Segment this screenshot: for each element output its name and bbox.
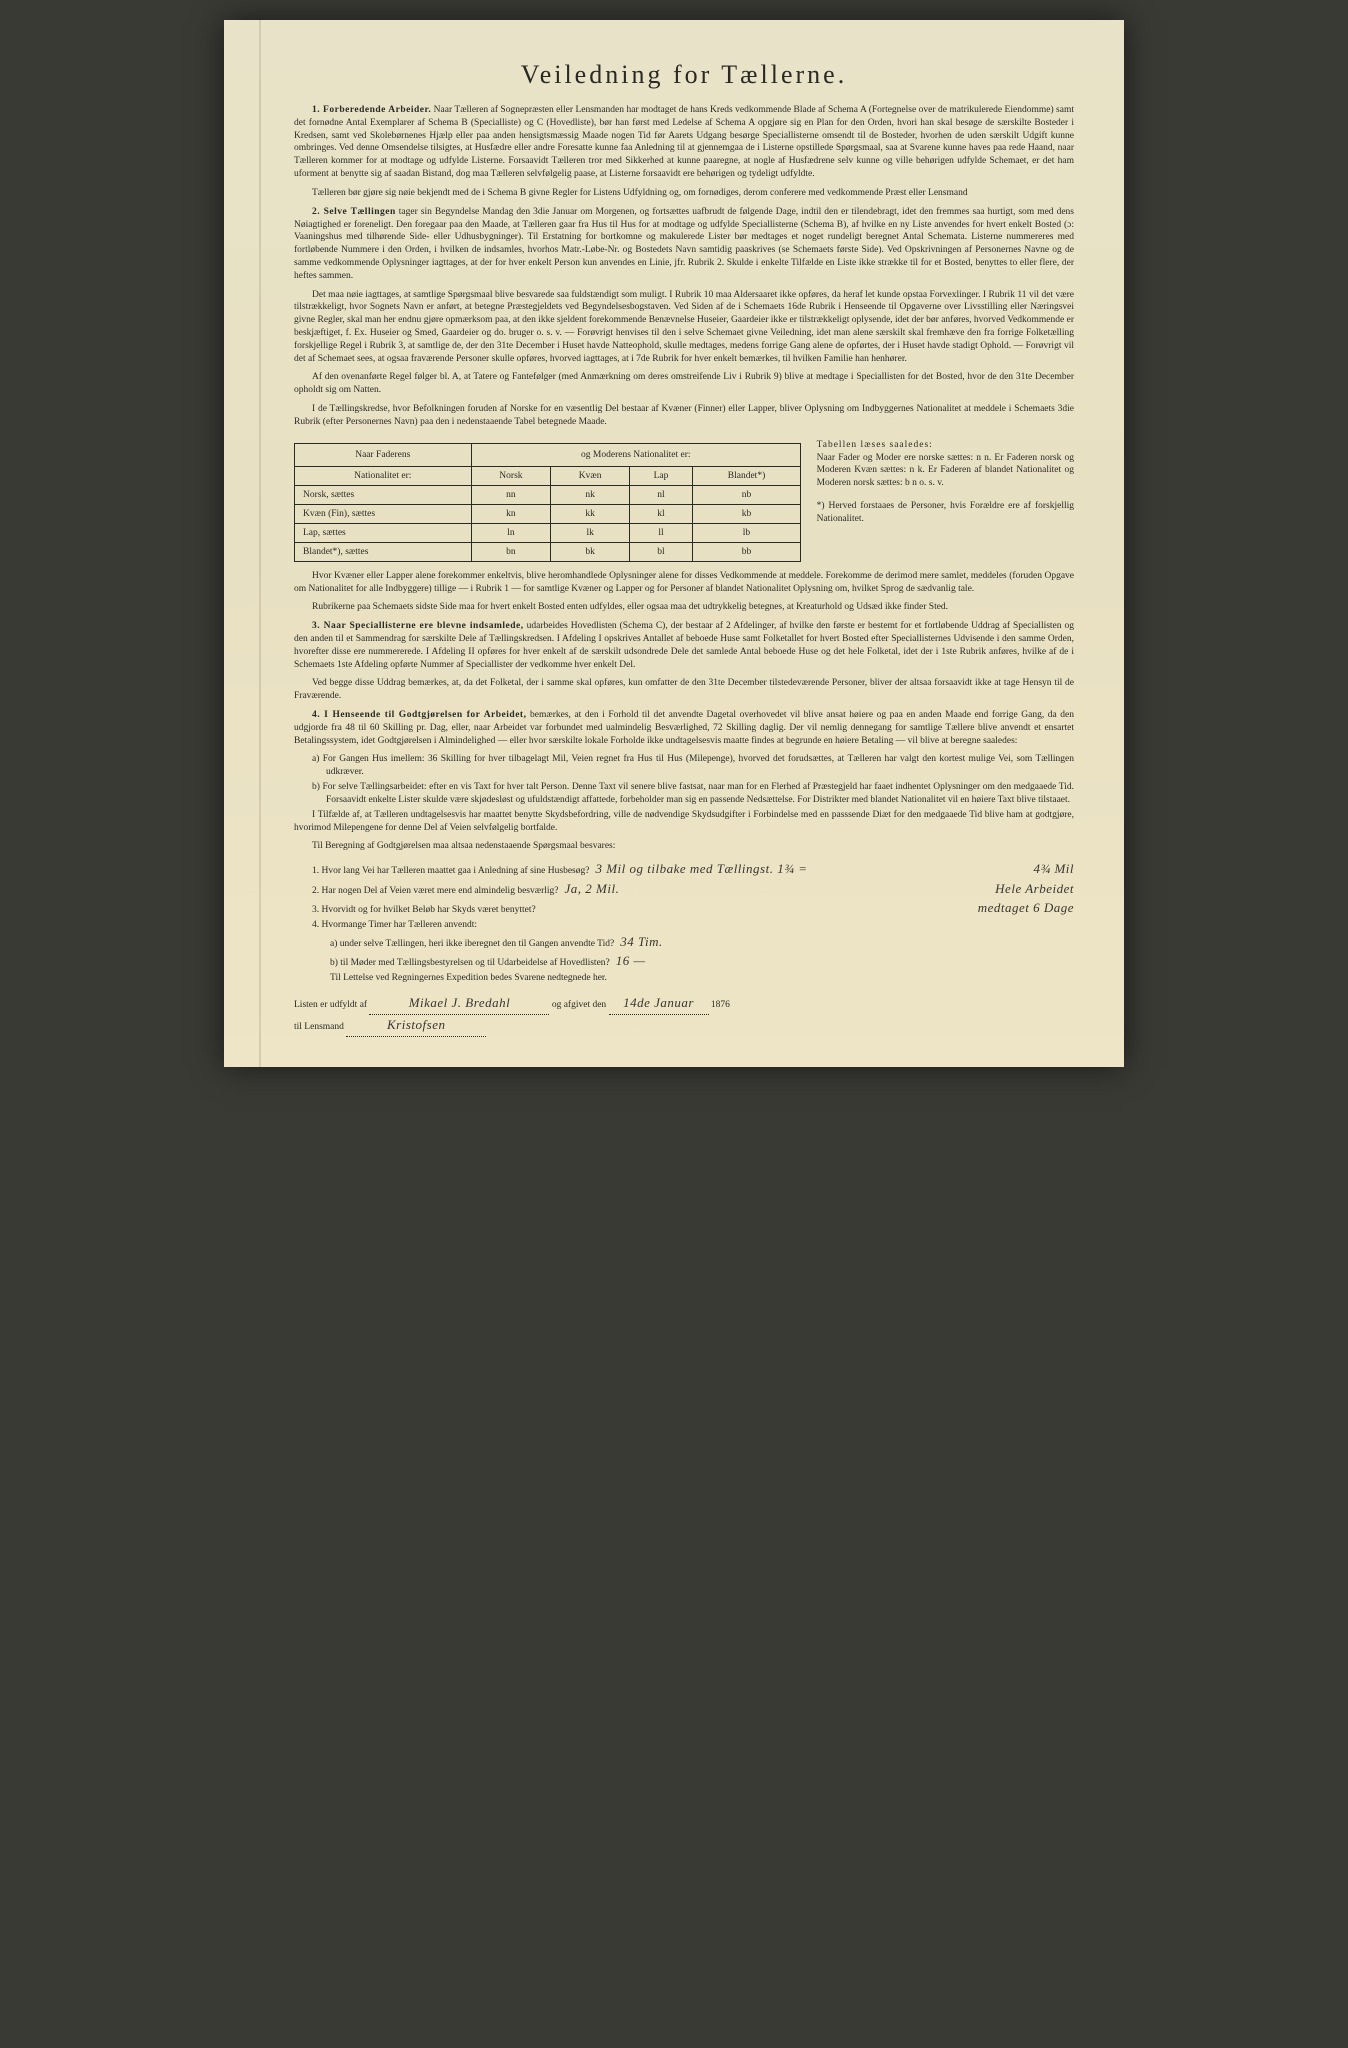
- th-moderens: og Moderens Nationalitet er:: [471, 443, 800, 466]
- cell: bb: [693, 542, 801, 561]
- question-2: 2. Har nogen Del af Veien været mere end…: [312, 879, 1074, 899]
- q3-right: medtaget 6 Dage: [978, 898, 1074, 918]
- section-1-lead: 1. Forberedende Arbeider.: [312, 105, 431, 115]
- after-table-a: Hvor Kvæner eller Lapper alene forekomme…: [294, 570, 1074, 596]
- q4b-text: b) til Møder med Tællingsbestyrelsen og …: [330, 956, 610, 970]
- table-row: Kvæn (Fin), sættes kn kk kl kb: [295, 504, 801, 523]
- cell: lk: [551, 523, 630, 542]
- row-label: Norsk, sættes: [295, 485, 472, 504]
- section-4: 4. I Henseende til Godtgjørelsen for Arb…: [294, 709, 1074, 747]
- q1-answer: 3 Mil og tilbake med Tællingst. 1¾ =: [595, 859, 807, 879]
- row-label: Lap, sættes: [295, 523, 472, 542]
- section-3-lead: 3. Naar Speciallisterne ere blevne indsa…: [312, 621, 524, 631]
- page-title: Veiledning for Tællerne.: [294, 60, 1074, 90]
- table-legend: Tabellen læses saaledes: Naar Fader og M…: [817, 435, 1074, 526]
- cell: kl: [630, 504, 693, 523]
- cell: ln: [471, 523, 551, 542]
- row-label: Blandet*), sættes: [295, 542, 472, 561]
- th-faderens: Naar Faderens: [295, 443, 472, 466]
- th-col-3: Blandet*): [693, 466, 801, 485]
- question-3: 3. Hvorvidt og for hvilket Beløb har Sky…: [312, 898, 1074, 918]
- sub-b: b) For selve Tællingsarbeidet: efter en …: [312, 781, 1074, 807]
- section-1b: Tælleren bør gjøre sig nøie bekjendt med…: [294, 187, 1074, 200]
- section-3: 3. Naar Speciallisterne ere blevne indsa…: [294, 620, 1074, 671]
- cell: nn: [471, 485, 551, 504]
- sig-date: 14de Januar: [609, 993, 709, 1015]
- section-3c: Ved begge disse Uddrag bemærkes, at, da …: [294, 677, 1074, 703]
- sub-a: a) For Gangen Hus imellem: 36 Skilling f…: [312, 753, 1074, 779]
- cell: kn: [471, 504, 551, 523]
- cell: ll: [630, 523, 693, 542]
- q2-answer: Ja, 2 Mil.: [565, 879, 620, 899]
- after-table-b: Rubrikerne paa Schemaets sidste Side maa…: [294, 601, 1074, 614]
- table-header-row-1: Naar Faderens og Moderens Nationalitet e…: [295, 443, 801, 466]
- sig-1a: Listen er udfyldt af: [294, 1000, 367, 1010]
- sig-2a: til Lensmand: [294, 1022, 344, 1032]
- q4b-answer: 16 —: [616, 951, 646, 971]
- nationality-table: Naar Faderens og Moderens Nationalitet e…: [294, 443, 801, 562]
- row-label: Kvæn (Fin), sættes: [295, 504, 472, 523]
- section-2: 2. Selve Tællingen tager sin Begyndelse …: [294, 206, 1074, 283]
- q4a-text: a) under selve Tællingen, heri ikke iber…: [330, 937, 614, 951]
- q2-right: Hele Arbeidet: [995, 879, 1074, 899]
- q1-right: 4¾ Mil: [1033, 859, 1074, 879]
- section-2-lead: 2. Selve Tællingen: [312, 207, 396, 217]
- questions-block: 1. Hvor lang Vei har Tælleren maattet ga…: [312, 859, 1074, 985]
- th-nationalitet: Nationalitet er:: [295, 466, 472, 485]
- section-4-lead: 4. I Henseende til Godtgjørelsen for Arb…: [312, 710, 526, 720]
- sig-name: Mikael J. Bredahl: [369, 993, 549, 1015]
- section-2b: Det maa nøie iagttages, at samtlige Spør…: [294, 289, 1074, 366]
- sig-year: 1876: [711, 1000, 730, 1010]
- sig-lensmand: Kristofsen: [346, 1015, 486, 1037]
- q2-text: 2. Har nogen Del af Veien været mere end…: [312, 884, 559, 898]
- cell: nb: [693, 485, 801, 504]
- cell: lb: [693, 523, 801, 542]
- section-4c: Til Beregning af Godtgjørelsen maa altsa…: [294, 840, 1074, 853]
- q4a-answer: 34 Tim.: [620, 932, 663, 952]
- cell: bl: [630, 542, 693, 561]
- cell: kb: [693, 504, 801, 523]
- table-row: Blandet*), sættes bn bk bl bb: [295, 542, 801, 561]
- question-4a: a) under selve Tællingen, heri ikke iber…: [312, 932, 1074, 952]
- signature-block: Listen er udfyldt af Mikael J. Bredahl o…: [294, 993, 1074, 1037]
- cell: bn: [471, 542, 551, 561]
- question-4b: b) til Møder med Tællingsbestyrelsen og …: [312, 951, 1074, 971]
- th-col-0: Norsk: [471, 466, 551, 485]
- question-1: 1. Hvor lang Vei har Tælleren maattet ga…: [312, 859, 1074, 879]
- cell: kk: [551, 504, 630, 523]
- q4-text: 4. Hvormange Timer har Tælleren anvendt:: [312, 918, 477, 932]
- th-col-1: Kvæn: [551, 466, 630, 485]
- th-col-2: Lap: [630, 466, 693, 485]
- table-row: Norsk, sættes nn nk nl nb: [295, 485, 801, 504]
- legend-footnote: *) Herved forstaaes de Personer, hvis Fo…: [817, 500, 1074, 526]
- section-4b: I Tilfælde af, at Tælleren undtagelsesvi…: [294, 809, 1074, 835]
- table-header-row-2: Nationalitet er: Norsk Kvæn Lap Blandet*…: [295, 466, 801, 485]
- cell: nk: [551, 485, 630, 504]
- document-page: Veiledning for Tællerne. 1. Forberedende…: [224, 20, 1124, 1067]
- section-2c: Af den ovenanførte Regel følger bl. A, a…: [294, 371, 1074, 397]
- section-2-body: tager sin Begyndelse Mandag den 3die Jan…: [294, 207, 1074, 281]
- section-1-body: Naar Tælleren af Sognepræsten eller Lens…: [294, 105, 1074, 179]
- cell: nl: [630, 485, 693, 504]
- q3-text: 3. Hvorvidt og for hvilket Beløb har Sky…: [312, 903, 536, 917]
- section-1: 1. Forberedende Arbeider. Naar Tælleren …: [294, 104, 1074, 181]
- section-2d: I de Tællingskredse, hvor Befolkningen f…: [294, 403, 1074, 429]
- questions-note: Til Lettelse ved Regningernes Expedition…: [312, 971, 1074, 985]
- table-row: Lap, sættes ln lk ll lb: [295, 523, 801, 542]
- question-4: 4. Hvormange Timer har Tælleren anvendt:: [312, 918, 1074, 932]
- sig-1b: og afgivet den: [552, 1000, 606, 1010]
- q1-text: 1. Hvor lang Vei har Tælleren maattet ga…: [312, 864, 589, 878]
- sublist: a) For Gangen Hus imellem: 36 Skilling f…: [312, 753, 1074, 806]
- legend-text: Naar Fader og Moder ere norske sættes: n…: [817, 452, 1074, 490]
- cell: bk: [551, 542, 630, 561]
- legend-heading: Tabellen læses saaledes:: [817, 439, 1074, 452]
